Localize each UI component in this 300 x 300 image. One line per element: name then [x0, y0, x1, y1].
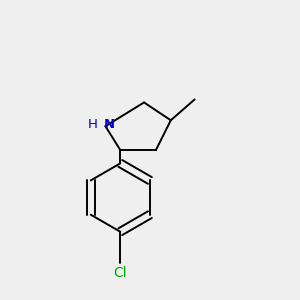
Text: N: N	[104, 118, 115, 131]
Text: Cl: Cl	[113, 266, 127, 280]
Text: H: H	[88, 118, 98, 131]
